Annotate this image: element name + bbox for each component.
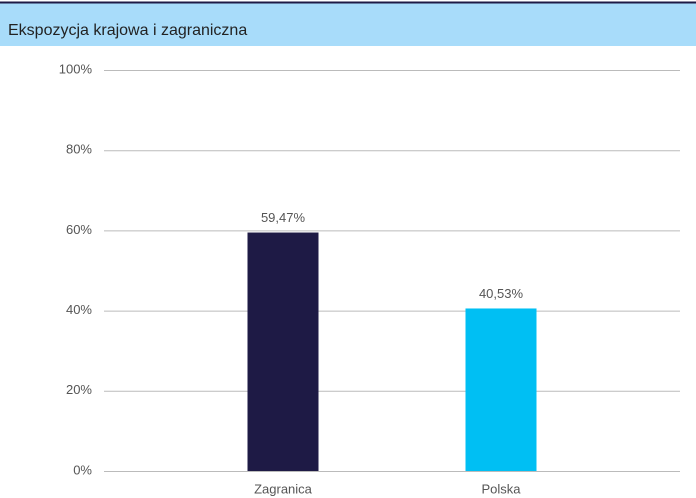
y-tick-label: 40% [66, 302, 92, 317]
x-tick-label: Polska [481, 481, 521, 496]
y-tick-label: 80% [66, 142, 92, 157]
y-tick-label: 0% [73, 462, 92, 477]
y-tick-label: 60% [66, 222, 92, 237]
y-tick-label: 100% [59, 61, 93, 76]
bar [247, 232, 319, 471]
y-tick-label: 20% [66, 382, 92, 397]
value-label: 59,47% [261, 210, 306, 225]
header-band [0, 2, 696, 46]
bar [465, 308, 537, 471]
x-tick-label: Zagranica [254, 481, 313, 496]
value-label: 40,53% [479, 286, 524, 301]
chart-title: Ekspozycja krajowa i zagraniczna [8, 22, 247, 39]
